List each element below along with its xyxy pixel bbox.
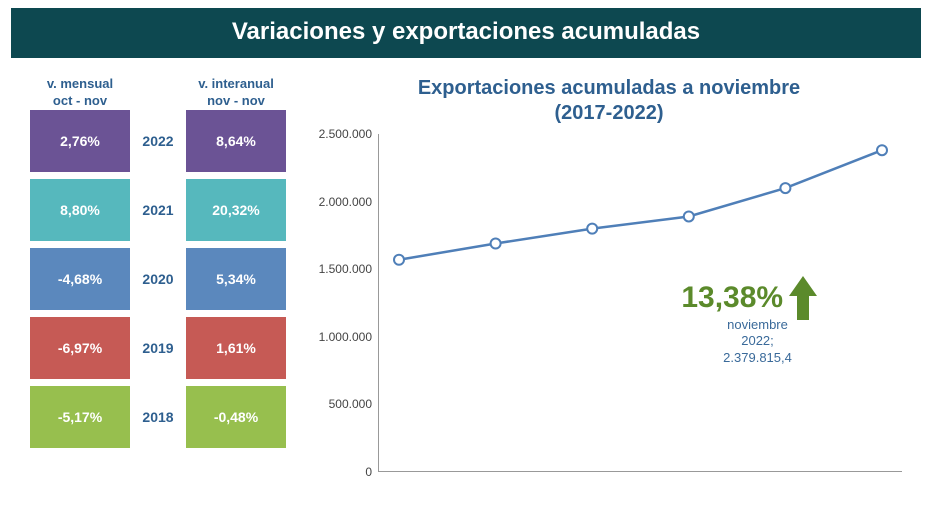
- chart-note: noviembre 2022; 2.379.815,4: [723, 317, 792, 368]
- col-mensual-header: v. mensual oct - nov: [47, 76, 113, 110]
- interanual-box: 8,64%: [186, 110, 286, 172]
- col-years: 2022 2021 2020 2019 2018: [138, 76, 178, 494]
- page-title-text: Variaciones y exportaciones acumuladas: [232, 18, 700, 45]
- chart-title: Exportaciones acumuladas a noviembre (20…: [306, 76, 912, 126]
- col-mensual-title: v. mensual: [47, 76, 113, 91]
- col-years-header: [156, 76, 160, 110]
- page-title: Variaciones y exportaciones acumuladas: [11, 8, 921, 58]
- growth-callout: 13,38%: [681, 276, 817, 320]
- chart-note-l2: 2022;: [741, 333, 774, 348]
- interanual-box: 5,34%: [186, 248, 286, 310]
- chart-area: 0500.0001.000.0001.500.0002.000.0002.500…: [306, 134, 912, 494]
- chart-note-l3: 2.379.815,4: [723, 350, 792, 365]
- chart-note-l1: noviembre: [727, 317, 788, 332]
- interanual-box: -0,48%: [186, 386, 286, 448]
- col-mensual-subtitle: oct - nov: [53, 93, 107, 108]
- interanual-box: 1,61%: [186, 317, 286, 379]
- year-label: 2021: [138, 179, 178, 241]
- mensual-box: 2,76%: [30, 110, 130, 172]
- col-interanual-header: v. interanual nov - nov: [198, 76, 274, 110]
- y-axis-label: 2.000.000: [306, 195, 372, 209]
- year-label: 2019: [138, 317, 178, 379]
- mensual-box: -6,97%: [30, 317, 130, 379]
- left-panel: v. mensual oct - nov 2,76% 8,80% -4,68% -6,…: [30, 76, 286, 494]
- year-label: 2020: [138, 248, 178, 310]
- col-interanual-subtitle: nov - nov: [207, 93, 265, 108]
- right-panel: Exportaciones acumuladas a noviembre (20…: [306, 76, 912, 494]
- interanual-box: 20,32%: [186, 179, 286, 241]
- mensual-box: -5,17%: [30, 386, 130, 448]
- y-axis-label: 1.000.000: [306, 330, 372, 344]
- col-mensual: v. mensual oct - nov 2,76% 8,80% -4,68% -6,…: [30, 76, 130, 494]
- mensual-box: -4,68%: [30, 248, 130, 310]
- y-axis-label: 2.500.000: [306, 127, 372, 141]
- y-axis-label: 1.500.000: [306, 262, 372, 276]
- year-label: 2022: [138, 110, 178, 172]
- chart-plot: [378, 134, 902, 472]
- line-chart-svg: [379, 134, 902, 471]
- col-interanual-title: v. interanual: [198, 76, 274, 91]
- y-axis-label: 500.000: [306, 397, 372, 411]
- up-arrow-icon: [789, 276, 817, 320]
- growth-pct-text: 13,38%: [681, 281, 783, 315]
- mensual-box: 8,80%: [30, 179, 130, 241]
- chart-title-line2: (2017-2022): [555, 102, 664, 124]
- content: v. mensual oct - nov 2,76% 8,80% -4,68% -6,…: [0, 58, 932, 494]
- col-interanual: v. interanual nov - nov 8,64% 20,32% 5,34%…: [186, 76, 286, 494]
- chart-title-line1: Exportaciones acumuladas a noviembre: [418, 77, 800, 99]
- y-axis-label: 0: [306, 465, 372, 479]
- year-label: 2018: [138, 386, 178, 448]
